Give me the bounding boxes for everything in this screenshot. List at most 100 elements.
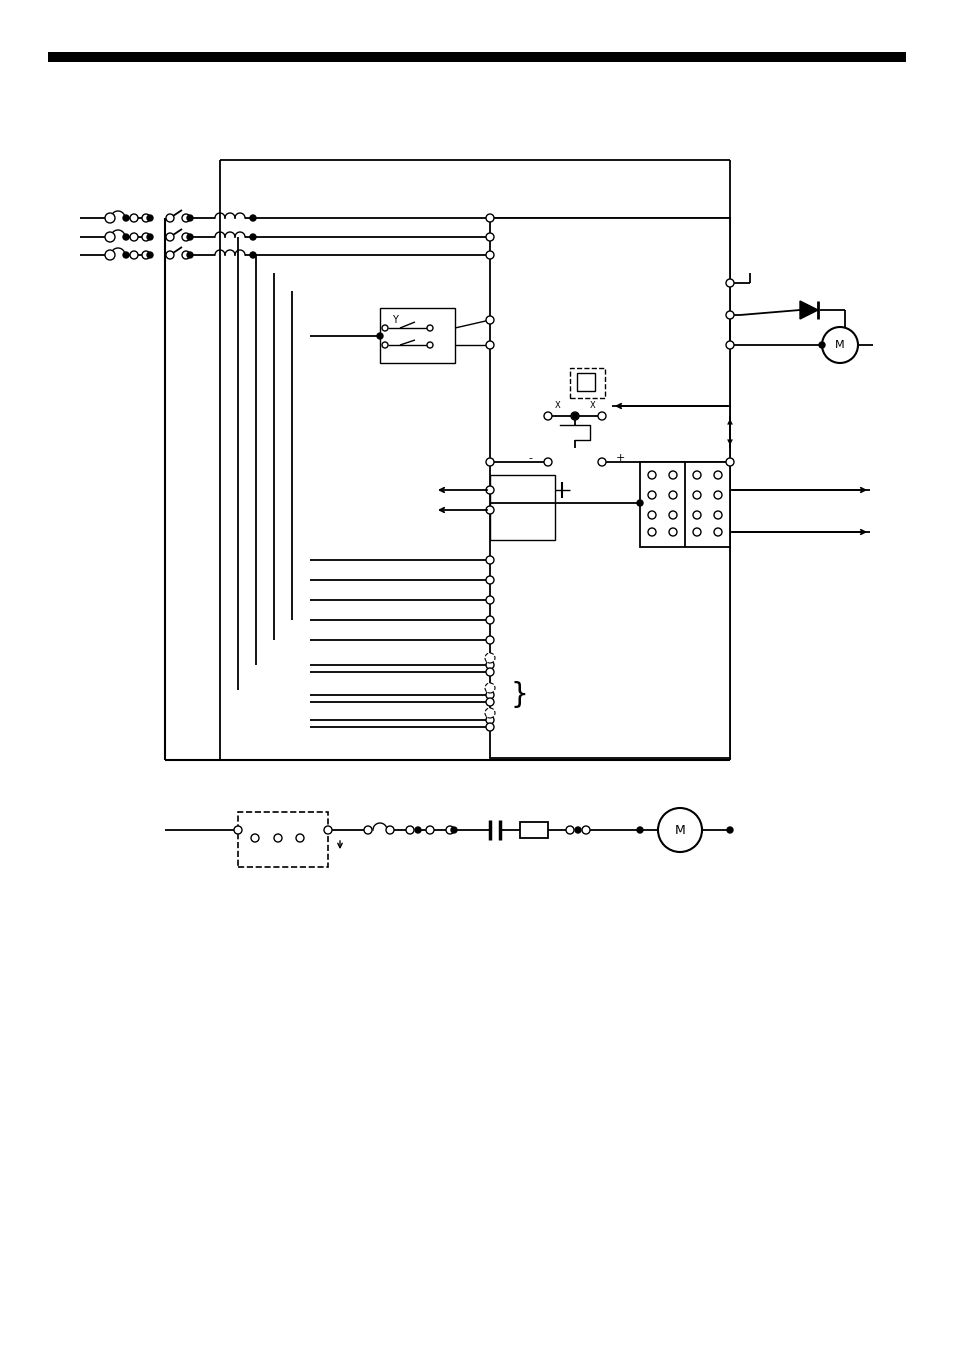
Circle shape <box>818 342 824 349</box>
Circle shape <box>166 232 173 240</box>
Circle shape <box>485 557 494 563</box>
Circle shape <box>147 253 152 258</box>
Circle shape <box>295 834 304 842</box>
Circle shape <box>250 234 255 240</box>
Circle shape <box>571 412 578 420</box>
Circle shape <box>485 667 494 676</box>
Circle shape <box>427 342 433 349</box>
Circle shape <box>406 825 414 834</box>
Circle shape <box>668 511 677 519</box>
Text: X: X <box>555 401 560 411</box>
Circle shape <box>485 576 494 584</box>
Circle shape <box>166 213 173 222</box>
Circle shape <box>713 471 721 480</box>
Circle shape <box>142 232 150 240</box>
Circle shape <box>105 250 115 259</box>
Circle shape <box>427 326 433 331</box>
Circle shape <box>187 234 193 240</box>
Circle shape <box>147 215 152 222</box>
Circle shape <box>187 215 193 222</box>
Circle shape <box>251 834 258 842</box>
Circle shape <box>725 458 733 466</box>
Circle shape <box>637 500 642 507</box>
Circle shape <box>692 528 700 536</box>
Circle shape <box>484 708 495 717</box>
Circle shape <box>565 825 574 834</box>
Circle shape <box>364 825 372 834</box>
Circle shape <box>647 528 656 536</box>
Circle shape <box>485 507 494 513</box>
Circle shape <box>324 825 332 834</box>
Circle shape <box>598 412 605 420</box>
Circle shape <box>250 253 255 258</box>
Circle shape <box>668 471 677 480</box>
Bar <box>379 308 455 363</box>
Circle shape <box>485 316 494 324</box>
Circle shape <box>485 340 494 349</box>
Circle shape <box>426 825 434 834</box>
Circle shape <box>166 251 173 259</box>
Circle shape <box>668 490 677 499</box>
Circle shape <box>376 332 382 339</box>
Circle shape <box>485 661 494 669</box>
Circle shape <box>692 490 700 499</box>
Text: Y: Y <box>392 315 397 326</box>
Circle shape <box>598 458 605 466</box>
Circle shape <box>637 827 642 834</box>
Bar <box>519 821 547 838</box>
Bar <box>639 462 729 547</box>
Bar <box>490 218 729 758</box>
Circle shape <box>485 232 494 240</box>
Circle shape <box>123 253 129 258</box>
Circle shape <box>543 458 552 466</box>
Circle shape <box>575 827 580 834</box>
Circle shape <box>182 232 190 240</box>
Circle shape <box>692 511 700 519</box>
Circle shape <box>485 616 494 624</box>
Text: M: M <box>674 824 684 836</box>
Text: }: } <box>510 681 527 709</box>
Circle shape <box>692 471 700 480</box>
Bar <box>237 812 328 867</box>
Circle shape <box>182 251 190 259</box>
Circle shape <box>725 340 733 349</box>
Circle shape <box>386 825 394 834</box>
Circle shape <box>647 490 656 499</box>
Polygon shape <box>800 301 817 319</box>
Circle shape <box>658 808 701 852</box>
Circle shape <box>130 251 138 259</box>
Text: -: - <box>527 453 532 463</box>
Circle shape <box>647 511 656 519</box>
Circle shape <box>713 528 721 536</box>
Circle shape <box>485 486 494 494</box>
Circle shape <box>485 596 494 604</box>
Circle shape <box>182 213 190 222</box>
Circle shape <box>485 698 494 707</box>
Circle shape <box>123 215 129 222</box>
Circle shape <box>147 234 152 240</box>
Circle shape <box>105 232 115 242</box>
Bar <box>48 51 905 62</box>
Circle shape <box>725 311 733 319</box>
Circle shape <box>668 528 677 536</box>
Circle shape <box>446 825 454 834</box>
Circle shape <box>130 232 138 240</box>
Circle shape <box>485 458 494 466</box>
Circle shape <box>572 413 578 419</box>
Text: +: + <box>615 453 624 463</box>
Circle shape <box>123 234 129 240</box>
Circle shape <box>543 412 552 420</box>
Circle shape <box>250 215 255 222</box>
Circle shape <box>713 511 721 519</box>
Circle shape <box>484 684 495 693</box>
Circle shape <box>581 825 589 834</box>
Bar <box>490 476 555 540</box>
Circle shape <box>142 251 150 259</box>
Circle shape <box>485 690 494 698</box>
Text: M: M <box>834 340 844 350</box>
Circle shape <box>451 827 456 834</box>
Circle shape <box>725 280 733 286</box>
Bar <box>569 367 604 399</box>
Circle shape <box>130 213 138 222</box>
Circle shape <box>726 827 732 834</box>
